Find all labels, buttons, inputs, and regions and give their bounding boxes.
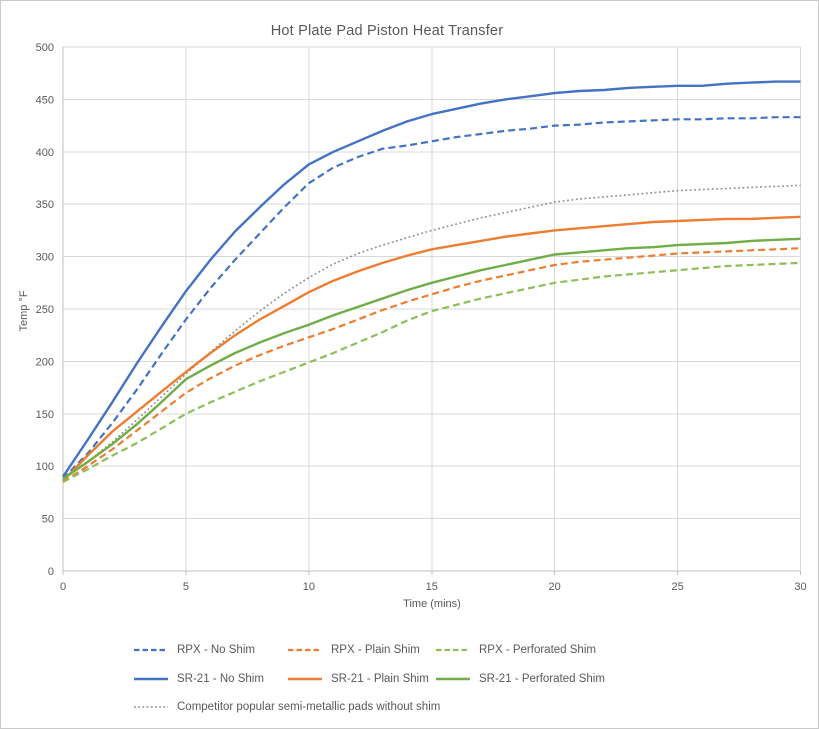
legend-item-label: Competitor popular semi-metallic pads wi… bbox=[177, 701, 441, 713]
chart-title: Hot Plate Pad Piston Heat Transfer bbox=[270, 23, 504, 39]
legend-item: RPX - No Shim bbox=[134, 639, 255, 661]
series-line bbox=[62, 261, 801, 483]
tick-labels: 0 50 100 150 200 250 300 350 400 450 500 0 5 10 15 20 25… bbox=[36, 42, 807, 593]
legend-line-sample bbox=[134, 704, 168, 710]
legend-line-sample bbox=[436, 647, 470, 653]
y-tick-label: 300 bbox=[36, 252, 54, 264]
series-line bbox=[62, 215, 801, 482]
series-lines bbox=[62, 80, 801, 483]
legend-item-label: SR-21 - Plain Shim bbox=[331, 673, 429, 685]
legend-line-sample bbox=[436, 676, 470, 682]
legend-item-label: RPX - Perforated Shim bbox=[479, 644, 596, 656]
legend-line-sample bbox=[288, 647, 322, 653]
legend-item: Competitor popular semi-metallic pads wi… bbox=[134, 696, 440, 718]
legend-item: RPX - Perforated Shim bbox=[436, 639, 596, 661]
y-tick-label: 50 bbox=[42, 514, 54, 526]
legend-line-sample bbox=[134, 647, 168, 653]
y-tick-label: 250 bbox=[36, 304, 54, 316]
legend-item: RPX - Plain Shim bbox=[288, 639, 420, 661]
x-tick-label: 10 bbox=[303, 581, 315, 593]
axes bbox=[62, 47, 801, 575]
y-tick-label: 400 bbox=[36, 147, 54, 159]
y-tick-label: 500 bbox=[36, 42, 54, 54]
x-tick-label: 20 bbox=[549, 581, 561, 593]
y-tick-label: 350 bbox=[36, 199, 54, 211]
x-tick-label: 25 bbox=[671, 581, 683, 593]
x-axis-title: Time (mins) bbox=[403, 598, 461, 610]
plot-area: 0 50 100 150 200 250 300 350 400 450 500 0 5 10 15 20 25… bbox=[18, 42, 807, 610]
x-tick-label: 0 bbox=[60, 581, 66, 593]
series-line bbox=[62, 80, 801, 478]
legend-item: SR-21 - Perforated Shim bbox=[436, 668, 605, 690]
y-tick-label: 150 bbox=[36, 409, 54, 421]
series-line bbox=[62, 116, 801, 480]
y-tick-label: 0 bbox=[48, 566, 54, 578]
x-tick-label: 5 bbox=[183, 581, 189, 593]
y-tick-label: 450 bbox=[36, 94, 54, 106]
legend-line-sample bbox=[288, 676, 322, 682]
legend-item: SR-21 - No Shim bbox=[134, 668, 264, 690]
legend-item-label: RPX - Plain Shim bbox=[331, 644, 420, 656]
legend-item-label: SR-21 - Perforated Shim bbox=[479, 673, 605, 685]
x-tick-label: 15 bbox=[426, 581, 438, 593]
gridlines bbox=[63, 46, 801, 571]
legend-item-label: RPX - No Shim bbox=[177, 644, 255, 656]
series-line bbox=[62, 237, 801, 480]
x-tick-label: 30 bbox=[794, 581, 806, 593]
series-line bbox=[62, 184, 801, 481]
y-tick-label: 100 bbox=[36, 461, 54, 473]
y-tick-label: 200 bbox=[36, 356, 54, 368]
legend-item: SR-21 - Plain Shim bbox=[288, 668, 429, 690]
y-axis-title: Temp °F bbox=[18, 290, 30, 331]
legend-line-sample bbox=[134, 676, 168, 682]
legend-item-label: SR-21 - No Shim bbox=[177, 673, 264, 685]
